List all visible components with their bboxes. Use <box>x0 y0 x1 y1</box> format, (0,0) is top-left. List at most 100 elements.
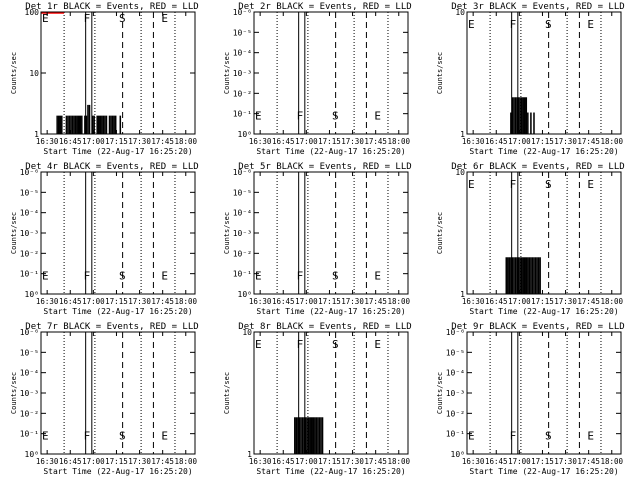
x-tick-label: 18:00 <box>174 297 197 306</box>
event-bar <box>303 417 305 454</box>
event-marker-e: E <box>468 178 475 191</box>
x-tick-label: 17:30 <box>554 137 577 146</box>
x-tick-label: 17:45 <box>364 457 387 466</box>
x-tick-label: 16:45 <box>59 137 82 146</box>
event-marker-f: F <box>510 18 517 31</box>
event-marker-s: S <box>119 429 126 442</box>
y-tick-label: 10⁻³ <box>233 229 252 238</box>
event-marker-f: F <box>510 429 517 442</box>
y-tick-label: 10⁻⁵ <box>20 348 39 357</box>
x-tick-label: 17:45 <box>364 297 387 306</box>
event-bar <box>320 417 322 454</box>
event-marker-e: E <box>161 429 168 442</box>
x-tick-label: 18:00 <box>387 137 410 146</box>
event-bar <box>530 112 532 134</box>
event-bar <box>105 115 108 134</box>
y-tick-label: 10⁻⁵ <box>20 188 39 197</box>
x-tick-label: 16:30 <box>249 137 272 146</box>
x-tick-label: 16:30 <box>249 297 272 306</box>
event-bar <box>99 115 102 134</box>
panel-title: Det 3r BLACK = Events, RED = LLD <box>451 2 624 12</box>
y-axis-label: Counts/sec <box>10 372 18 414</box>
x-axis-label: Start Time (22-Aug-17 16:25:20) <box>256 147 405 156</box>
y-tick-label: 10⁰ <box>25 450 39 459</box>
y-tick-label: 10⁻⁶ <box>446 328 465 337</box>
x-tick-label: 17:15 <box>105 297 128 306</box>
event-bar <box>81 115 83 134</box>
y-tick-label: 1 <box>34 130 39 139</box>
x-tick-label: 16:45 <box>59 297 82 306</box>
event-bar <box>513 257 515 294</box>
event-bar <box>79 115 82 134</box>
x-tick-label: 17:00 <box>508 457 531 466</box>
event-bar <box>73 115 75 134</box>
event-bar <box>87 104 89 134</box>
x-tick-label: 17:15 <box>531 457 554 466</box>
event-bar <box>539 257 541 294</box>
event-bar <box>295 417 298 454</box>
event-bar <box>516 257 518 294</box>
x-axis-label: Start Time (22-Aug-17 16:25:20) <box>469 307 618 316</box>
event-marker-e: E <box>42 269 49 282</box>
x-tick-label: 17:15 <box>318 297 341 306</box>
x-tick-label: 17:15 <box>105 457 128 466</box>
x-tick-label: 16:45 <box>272 457 295 466</box>
x-tick-label: 17:15 <box>105 137 128 146</box>
event-bar <box>57 115 60 134</box>
event-bar <box>77 115 80 134</box>
x-tick-label: 17:00 <box>82 457 105 466</box>
event-bar <box>59 115 62 134</box>
event-bar <box>511 97 514 134</box>
x-tick-label: 18:00 <box>600 137 623 146</box>
event-bar <box>113 115 115 134</box>
detector-panel-9: Det 9r BLACK = Events, RED = LLD E F S E 16:3… <box>436 322 625 476</box>
event-marker-s: S <box>332 338 339 351</box>
detector-panel-8: Det 8r BLACK = Events, RED = LLD E F S E 16:3… <box>223 322 412 476</box>
event-marker-f: F <box>297 338 304 351</box>
event-marker-f: F <box>297 109 304 122</box>
event-bar <box>297 417 299 454</box>
event-bar <box>315 417 318 454</box>
y-tick-label: 10⁻² <box>20 409 39 418</box>
event-marker-s: S <box>119 269 126 282</box>
event-marker-s: S <box>545 429 552 442</box>
y-tick-label: 10⁻⁵ <box>233 188 252 197</box>
y-axis-label: Counts/sec <box>436 212 444 254</box>
y-tick-label: 10⁻⁶ <box>20 328 39 337</box>
event-bar <box>61 115 63 134</box>
event-bar <box>527 112 529 134</box>
y-tick-label: 1 <box>460 130 465 139</box>
event-bar <box>301 417 304 454</box>
event-bar <box>519 257 521 294</box>
event-bar <box>84 115 86 134</box>
x-tick-label: 16:30 <box>36 457 59 466</box>
event-bar <box>520 257 523 294</box>
event-bar <box>312 417 315 454</box>
x-tick-label: 18:00 <box>600 297 623 306</box>
plot-frame <box>466 171 622 295</box>
x-tick-label: 17:00 <box>295 137 318 146</box>
x-tick-label: 16:30 <box>462 137 485 146</box>
x-axis-label: Start Time (22-Aug-17 16:25:20) <box>256 307 405 316</box>
x-tick-label: 17:30 <box>341 137 364 146</box>
event-bar <box>102 115 105 134</box>
x-tick-label: 17:45 <box>151 297 174 306</box>
y-tick-label: 10⁻⁴ <box>446 369 465 378</box>
x-tick-label: 17:30 <box>554 297 577 306</box>
event-bar <box>519 97 521 134</box>
x-tick-label: 18:00 <box>174 137 197 146</box>
x-tick-label: 17:30 <box>341 297 364 306</box>
plot-frame <box>253 331 409 455</box>
event-bar <box>523 257 526 294</box>
y-tick-label: 1 <box>247 450 252 459</box>
event-bar <box>508 257 511 294</box>
y-tick-label: 10⁻⁴ <box>233 209 252 218</box>
x-tick-label: 16:30 <box>36 297 59 306</box>
x-tick-label: 17:45 <box>577 457 600 466</box>
panel-title: Det 4r BLACK = Events, RED = LLD <box>25 162 198 172</box>
event-marker-e: E <box>42 12 49 25</box>
event-bar <box>510 112 512 134</box>
x-tick-label: 17:15 <box>531 137 554 146</box>
event-bar <box>307 417 310 454</box>
